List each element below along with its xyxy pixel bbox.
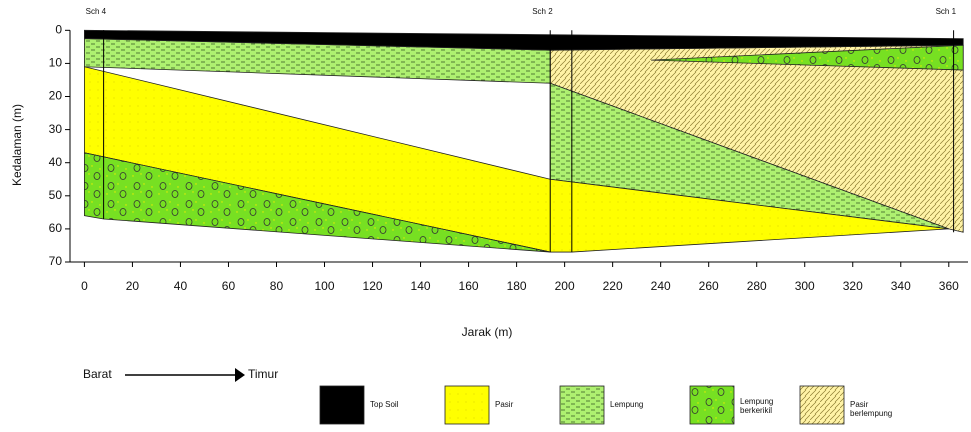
legend-label: Lempung: [610, 400, 658, 409]
y-tick-label: 40: [49, 155, 63, 169]
y-tick-label: 60: [49, 221, 63, 235]
borehole-label: Sch 4: [86, 7, 107, 16]
legend-label: Pasir berlempung: [850, 400, 898, 418]
direction-to: Timur: [248, 367, 278, 381]
x-tick-label: 200: [555, 279, 575, 293]
x-tick-label: 360: [939, 279, 959, 293]
x-tick-label: 60: [222, 279, 236, 293]
borehole-label: Sch 1: [936, 7, 957, 16]
x-axis-label: Jarak (m): [462, 325, 513, 339]
y-axis-label: Kedalaman (m): [10, 104, 24, 186]
page: Kedalaman (m) Jarak (m) Sch 4 Sch 2 Sch 1 0…: [0, 0, 971, 432]
x-tick-label: 20: [126, 279, 140, 293]
legend-swatch: [560, 386, 604, 424]
y-tick-label: 0: [55, 22, 62, 36]
x-tick-label: 340: [891, 279, 911, 293]
legend-swatch: [800, 386, 844, 424]
x-tick-label: 280: [747, 279, 767, 293]
direction-from: Barat: [83, 367, 112, 381]
x-tick-label: 220: [603, 279, 623, 293]
x-tick-label: 180: [507, 279, 527, 293]
y-tick-label: 50: [49, 188, 63, 202]
x-tick-label: 120: [363, 279, 383, 293]
borehole-label: Sch 2: [532, 7, 553, 16]
legend-label: Pasir: [495, 400, 543, 409]
x-tick-label: 260: [699, 279, 719, 293]
x-tick-label: 0: [81, 279, 88, 293]
x-tick-label: 140: [411, 279, 431, 293]
diagram: Kedalaman (m) Jarak (m) Sch 4 Sch 2 Sch 1 0…: [0, 0, 971, 432]
legend-label: Top Soil: [370, 400, 418, 409]
legend-label: Lempung berkerikil: [740, 397, 788, 415]
x-tick-label: 300: [795, 279, 815, 293]
y-tick-label: 20: [49, 89, 63, 103]
x-tick-label: 100: [314, 279, 334, 293]
direction-arrow: [125, 368, 245, 382]
x-tick-label: 40: [174, 279, 188, 293]
cross-section: [84, 30, 963, 252]
legend-swatch: [690, 386, 734, 424]
y-tick-label: 70: [49, 254, 63, 268]
legend-swatch: [445, 386, 489, 424]
y-tick-label: 30: [49, 122, 63, 136]
x-tick-label: 320: [843, 279, 863, 293]
x-tick-label: 240: [651, 279, 671, 293]
x-tick-label: 80: [270, 279, 284, 293]
y-tick-label: 10: [49, 56, 63, 70]
legend-swatch: [320, 386, 364, 424]
x-tick-label: 160: [459, 279, 479, 293]
